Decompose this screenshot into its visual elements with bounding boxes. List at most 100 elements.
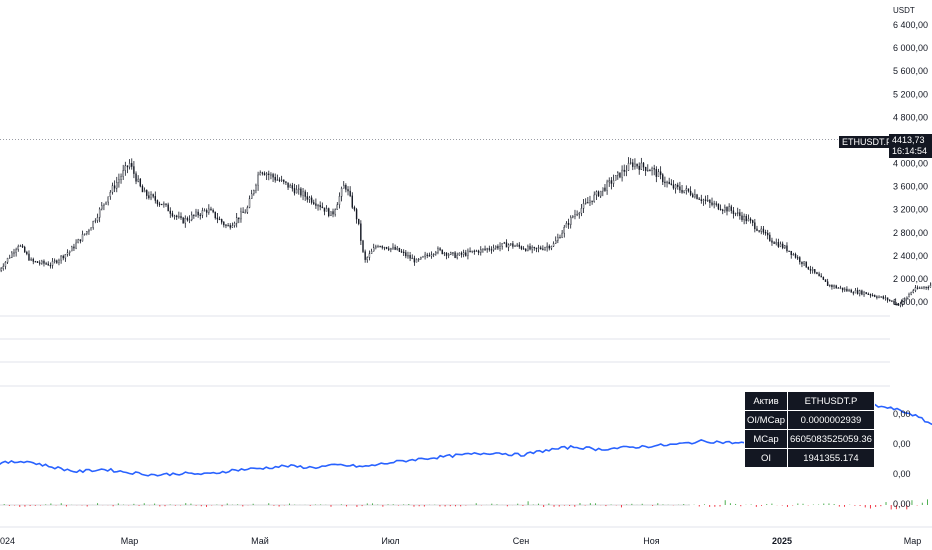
candle-body (576, 214, 578, 216)
candle-body (717, 203, 720, 210)
candle-body (492, 247, 495, 251)
candle-body (674, 184, 677, 189)
oi-axis[interactable]: 0,00 0,00 0,00 0,00 (893, 409, 911, 509)
candle-body (328, 208, 330, 217)
candle-body (176, 215, 178, 218)
candle-body (531, 246, 533, 250)
candle-body (36, 261, 39, 263)
info-row: OI/MCap 0.0000002939 (743, 410, 875, 430)
candle-body (23, 246, 26, 253)
candle-body (212, 209, 214, 213)
candle-body (169, 210, 171, 214)
candle-body (4, 261, 7, 267)
candle-body (777, 242, 780, 247)
info-value: ETHUSDT.P (787, 391, 875, 411)
candle-body (525, 248, 527, 251)
candle-body (561, 232, 563, 238)
candle-body (231, 225, 234, 228)
info-key: Актив (743, 391, 789, 411)
candle-body (672, 184, 675, 189)
candle-body (606, 181, 608, 191)
candle-body (261, 172, 264, 174)
candle-body (486, 248, 488, 250)
candle-body (904, 298, 906, 301)
candle-body (26, 251, 28, 255)
candle-body (394, 246, 396, 250)
candle-body (274, 177, 276, 181)
candle-body (563, 227, 565, 234)
candle-body (544, 247, 546, 250)
candle-body (906, 296, 908, 299)
candle-body (257, 174, 259, 186)
candle-body (758, 230, 760, 232)
candle-body (28, 253, 30, 261)
candle-body (891, 300, 893, 302)
last-price-tag: 4413,73 16:14:54 (889, 134, 932, 158)
candle-body (865, 292, 867, 295)
candle-body (754, 222, 756, 230)
time-axis[interactable]: 024МарМайИюлСенНоя2025МарМайИюлСенНоя202… (0, 536, 932, 546)
candle-body (572, 216, 574, 218)
candle-body (103, 203, 105, 206)
candle-body (272, 174, 274, 178)
candle-body (291, 185, 294, 189)
candle-body (559, 237, 561, 239)
candle-body (422, 256, 424, 258)
candle-body (293, 188, 296, 194)
candle-body (786, 245, 788, 252)
candle-body (599, 190, 602, 197)
info-value: 1941355.174 (787, 448, 875, 468)
candle-body (280, 179, 283, 181)
candle-body (679, 186, 681, 191)
candle-body (837, 287, 840, 289)
candle-body (831, 284, 833, 288)
candle-body (456, 254, 458, 258)
candle-body (520, 246, 523, 249)
candle-body (801, 261, 803, 265)
price-tick-label: 3 200,00 (893, 205, 928, 215)
candle-body (379, 246, 381, 248)
price-tick-label: 1 600,00 (893, 297, 928, 307)
price-axis[interactable]: 6 400,00 6 000,00 5 600,00 5 200,00 4 800,00… (893, 20, 928, 307)
candle-body (518, 244, 521, 247)
candle-body (321, 206, 324, 208)
candle-body (398, 247, 401, 252)
candle-body (666, 181, 668, 184)
candle-body (578, 212, 580, 215)
candle-body (886, 297, 889, 301)
candle-body (66, 252, 69, 255)
candle-body (876, 296, 878, 298)
candle-body (709, 200, 711, 203)
candle-body (259, 172, 261, 176)
candle-body (375, 246, 377, 248)
candle-body (0, 268, 2, 271)
candle-body (21, 245, 24, 248)
candle-body (595, 191, 598, 196)
candle-body (385, 246, 388, 249)
candle-body (373, 247, 375, 252)
candle-body (460, 252, 463, 255)
candle-body (820, 275, 822, 278)
candle-body (914, 287, 917, 291)
candle-body (919, 287, 921, 289)
candle-body (824, 279, 827, 282)
candlestick-series (0, 157, 932, 308)
candle-body (94, 220, 97, 222)
price-tick-label: 4 000,00 (893, 159, 928, 169)
candle-body (644, 166, 647, 171)
candle-body (409, 255, 411, 259)
time-tick-label: Ноя (643, 536, 660, 546)
candle-body (610, 180, 613, 184)
candle-body (205, 210, 208, 213)
candle-body (184, 218, 186, 224)
candle-body (580, 208, 583, 214)
price-tick-label: 5 600,00 (893, 66, 928, 76)
candle-body (60, 255, 62, 261)
candle-body (203, 210, 206, 212)
candle-body (362, 240, 364, 252)
candle-body (336, 204, 339, 210)
info-value: 6605083525059.36 (787, 429, 875, 449)
candle-body (612, 180, 615, 184)
